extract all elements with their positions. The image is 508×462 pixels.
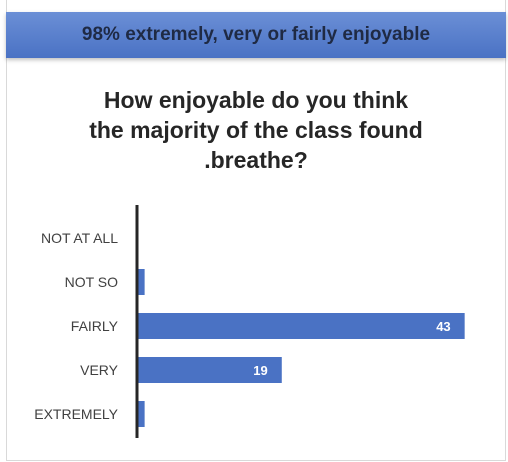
bar <box>137 357 282 383</box>
category-label: FAIRLY <box>71 318 119 334</box>
data-label: 19 <box>253 363 267 378</box>
chart-title: How enjoyable do you think the majority … <box>6 85 506 175</box>
category-label: NOT SO <box>65 274 119 290</box>
category-label: NOT AT ALL <box>41 230 118 246</box>
bar <box>137 313 465 339</box>
chart-title-line-3: .breathe? <box>204 147 308 173</box>
summary-banner: 98% extremely, very or fairly enjoyable <box>6 12 506 58</box>
bar <box>137 401 145 427</box>
data-label: 43 <box>436 319 450 334</box>
chart-frame <box>6 0 506 461</box>
chart-title-line-1: How enjoyable do you think <box>103 87 409 113</box>
category-label: EXTREMELY <box>34 406 118 422</box>
summary-banner-text: 98% extremely, very or fairly enjoyable <box>81 24 431 45</box>
category-label: VERY <box>80 362 119 378</box>
bar <box>137 269 145 295</box>
chart-title-line-2: the majority of the class found <box>89 117 423 143</box>
